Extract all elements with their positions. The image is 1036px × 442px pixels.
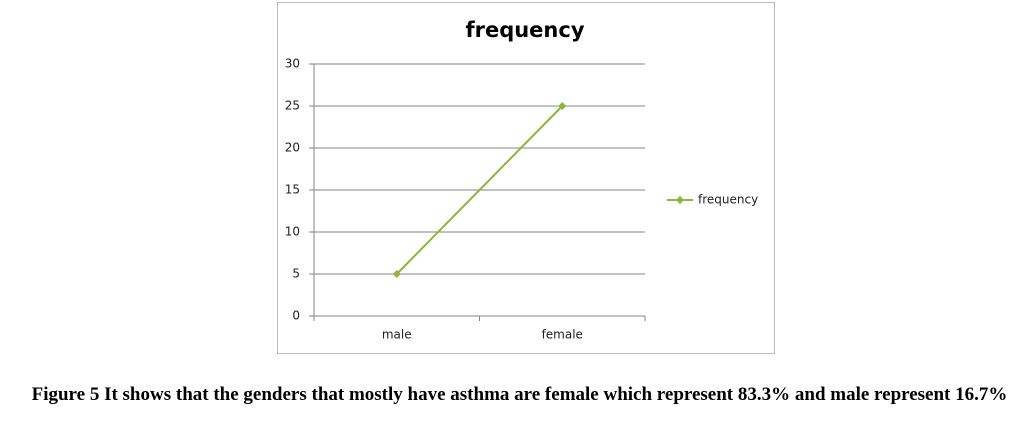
y-tick-label: 0 [292,309,300,323]
chart: frequency 0 5 10 15 20 25 30 male female frequenc… [277,2,775,354]
data-point [392,270,401,278]
y-tick-label: 20 [285,141,300,155]
y-tick-label: 25 [285,99,300,113]
legend-marker [676,196,684,204]
legend-label: frequency [698,193,758,207]
series-line [396,105,563,275]
y-tick-label: 30 [285,57,300,71]
y-tick-label: 15 [285,183,300,197]
x-tick-label: male [382,328,412,342]
chart-title: frequency [465,18,584,42]
chart-frame [277,2,775,354]
data-point [558,102,567,110]
figure-caption: Figure 5 It shows that the genders that … [31,384,1008,405]
x-tick-label: female [542,328,583,342]
y-tick-label: 5 [292,267,300,281]
y-tick-label: 10 [285,225,300,239]
